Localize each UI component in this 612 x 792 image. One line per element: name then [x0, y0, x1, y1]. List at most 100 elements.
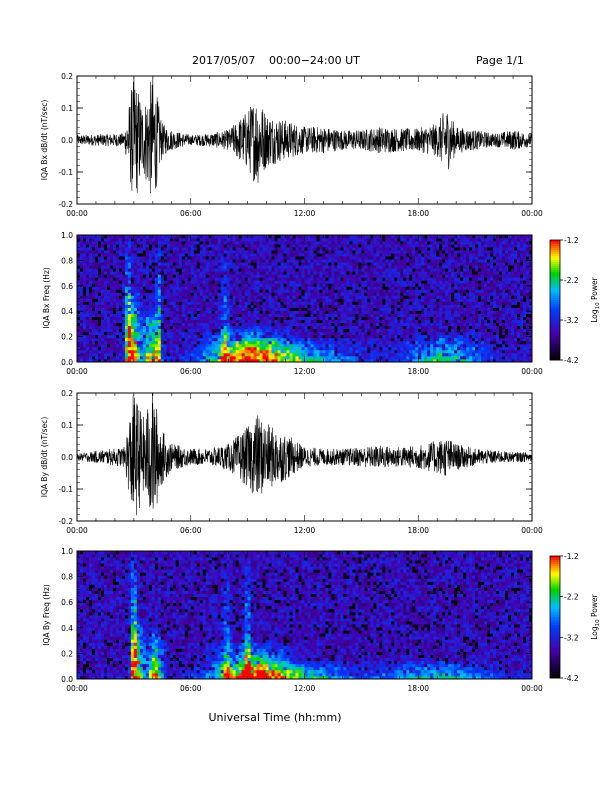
bx-spectrogram-cell — [331, 250, 335, 254]
bx-spectrogram-cell — [178, 235, 183, 239]
bx-spectrogram-cell — [298, 238, 302, 242]
bx-spectrogram-cell — [256, 337, 260, 342]
bx-spectrogram-cell — [316, 310, 320, 314]
bx-spectrogram-cell — [133, 358, 138, 363]
bx-spectrogram-cell — [349, 304, 353, 308]
bx-spectrogram-cell — [220, 244, 225, 248]
bx-spectrogram-cell — [211, 241, 216, 245]
bx-spectrogram-cell — [250, 340, 254, 345]
bx-spectrogram-cell — [202, 337, 207, 342]
bx-spectrogram-cell — [247, 307, 251, 311]
bx-spectrogram-cell — [424, 352, 428, 357]
bx-spectrogram-cell — [406, 250, 410, 254]
bx-spectrogram-cell — [301, 313, 305, 317]
bx-spectrogram-cell — [115, 250, 120, 254]
bx-spectrogram-cell — [208, 250, 213, 254]
bx-spectrogram-cell — [379, 295, 383, 299]
bx-spectrogram-cell — [346, 310, 350, 314]
bx-spectrogram-cell — [214, 277, 219, 281]
bx-spectrogram-cell — [217, 325, 222, 330]
bx-spectrogram-cell — [352, 262, 356, 266]
bx-spectrogram-cell — [421, 337, 425, 342]
bx-spectrogram-cell — [127, 238, 132, 242]
bx-spectrogram-cell — [220, 274, 225, 278]
bx-spectrogram-cell — [223, 346, 228, 351]
bx-spectrogram-cell — [196, 265, 201, 269]
bx-spectrogram-cell — [115, 340, 120, 345]
bx-spectrogram-cell — [421, 313, 425, 317]
bx-spectrogram-cell — [421, 250, 425, 254]
bx-spectrogram-cell — [346, 301, 350, 305]
bx-spectrogram-cell — [211, 262, 216, 266]
bx-spectrogram-cell — [289, 262, 293, 266]
bx-spectrogram-cell — [109, 328, 114, 333]
bx-spectrogram-cell — [343, 256, 347, 260]
bx-spectrogram-cell — [322, 280, 326, 284]
bx-spectrogram-cell — [178, 253, 183, 257]
bx-spectrogram-cell — [382, 310, 386, 314]
bx-spectrogram-cell — [253, 349, 257, 354]
bx-spectrogram-cell — [100, 328, 105, 333]
bx-spectrogram-cell — [304, 358, 308, 363]
bx-spectrogram-cell — [307, 307, 311, 311]
bx-spectrogram-cell — [112, 331, 117, 336]
bx-spectrogram-cell — [154, 295, 159, 299]
bx-spectrogram-cell — [379, 253, 383, 257]
bx-spectrogram-cell — [331, 274, 335, 278]
bx-spectrogram-cell — [406, 352, 410, 357]
bx-spectrogram-cell — [343, 289, 347, 293]
bx-spectrogram-cell — [418, 262, 422, 266]
bx-spectrogram-cell — [364, 247, 368, 251]
bx-spectrogram-cell — [223, 322, 228, 327]
bx-spectrogram-cell — [181, 328, 186, 333]
bx-spectrogram-cell — [91, 334, 96, 339]
bx-spectrogram-cell — [247, 283, 251, 287]
bx-spectrogram-cell — [406, 325, 410, 330]
bx-spectrogram-cell — [85, 265, 90, 269]
bx-spectrogram-cell — [77, 313, 81, 317]
bx-spectrogram-cell — [82, 244, 87, 248]
bx-spectrogram-cell — [124, 247, 129, 251]
bx-spectrogram-cell — [334, 316, 338, 321]
bx-spectrogram-cell — [145, 268, 150, 272]
bx-spectrogram-cell — [274, 313, 278, 317]
bx-spectrogram-cell — [169, 358, 174, 363]
bx-spectrogram-cell — [253, 238, 257, 242]
bx-spectrogram-cell — [235, 322, 239, 327]
bx-spectrogram-cell — [178, 304, 183, 308]
bx-spectrogram-cell — [292, 325, 296, 330]
bx-spectrogram-cell — [109, 250, 114, 254]
bx-spectrogram-cell — [127, 343, 132, 348]
bx-spectrogram-cell — [403, 343, 407, 348]
bx-spectrogram-cell — [157, 352, 162, 357]
bx-spectrogram-cell — [199, 319, 204, 324]
bx-spectrogram-cell — [283, 340, 287, 345]
bx-spectrogram-cell — [247, 310, 251, 314]
bx-spectrogram-cell — [265, 349, 269, 354]
bx-spectrogram-cell — [277, 283, 281, 287]
bx-spectrogram-cell — [310, 253, 314, 257]
bx-spectrogram-cell — [79, 292, 84, 296]
bx-spectrogram-cell — [361, 268, 365, 272]
bx-spectrogram-cell — [124, 235, 129, 239]
bx-spectrogram-cell — [121, 307, 126, 311]
bx-spectrogram-cell — [214, 283, 219, 287]
bx-spectrogram-cell — [253, 289, 257, 293]
bx-spectrogram-cell — [235, 337, 239, 342]
bx-spectrogram-cell — [115, 331, 120, 336]
bx-spectrogram-cell — [352, 289, 356, 293]
bx-spectrogram-cell — [421, 259, 425, 263]
bx-spectrogram-cell — [277, 238, 281, 242]
bx-spectrogram-cell — [124, 250, 129, 254]
bx-spectrogram-cell — [418, 283, 422, 287]
bx-spectrogram-cell — [292, 277, 296, 281]
bx-spectrogram-cell — [94, 352, 99, 357]
bx-spectrogram-cell — [304, 316, 308, 321]
bx-spectrogram-cell — [379, 334, 383, 339]
bx-spectrogram-cell — [370, 247, 374, 251]
bx-spectrogram-cell — [382, 325, 386, 330]
bx-spectrogram-cell — [256, 358, 260, 363]
bx-spectrogram-cell — [187, 256, 192, 260]
bx-spectrogram-cell — [100, 292, 105, 296]
bx-spectrogram-cell — [199, 349, 204, 354]
